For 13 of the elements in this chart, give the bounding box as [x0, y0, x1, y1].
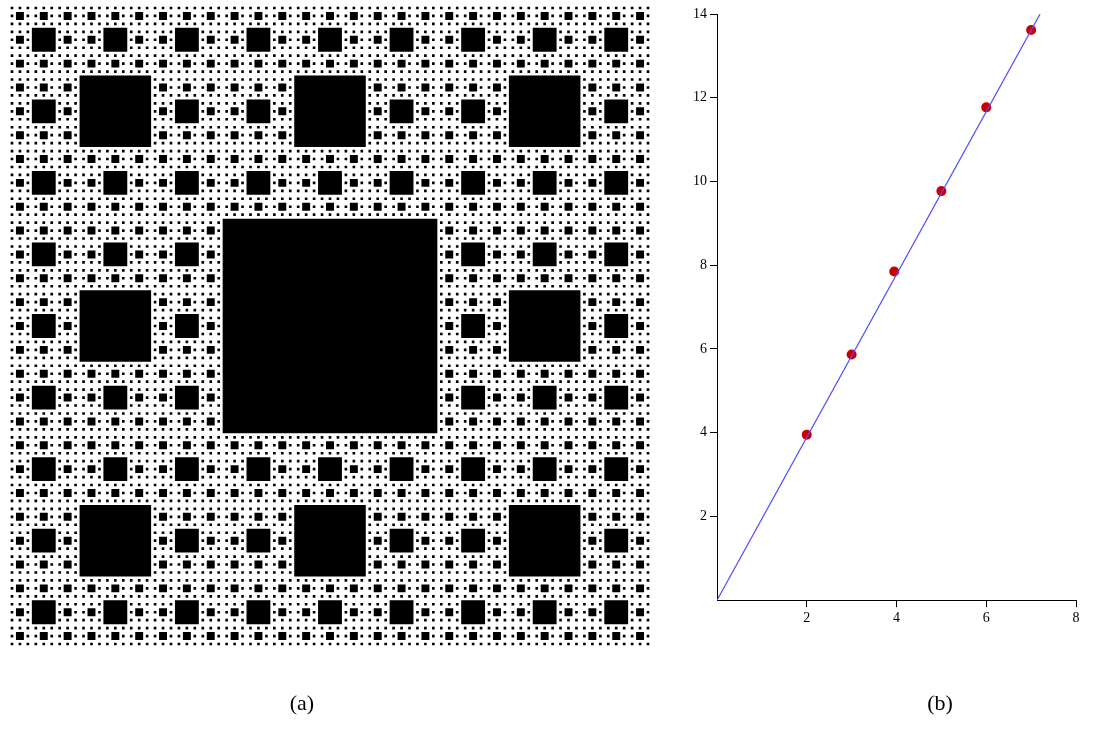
- x-tick-label: 6: [982, 610, 990, 626]
- y-tick-label: 8: [700, 256, 707, 272]
- text: (b): [926, 690, 954, 716]
- y-tick-label: 2: [700, 508, 707, 524]
- x-tick-label: 8: [1072, 610, 1080, 626]
- y-tick-label: 6: [700, 340, 707, 356]
- x-tick-label: 2: [803, 610, 811, 626]
- text: (a): [288, 690, 316, 716]
- y-tick-label: 10: [693, 173, 707, 189]
- y-tick-label: 14: [693, 5, 707, 21]
- y-tick-label: 12: [693, 89, 707, 105]
- y-tick-label: 4: [700, 424, 707, 440]
- x-tick-label: 4: [893, 610, 900, 626]
